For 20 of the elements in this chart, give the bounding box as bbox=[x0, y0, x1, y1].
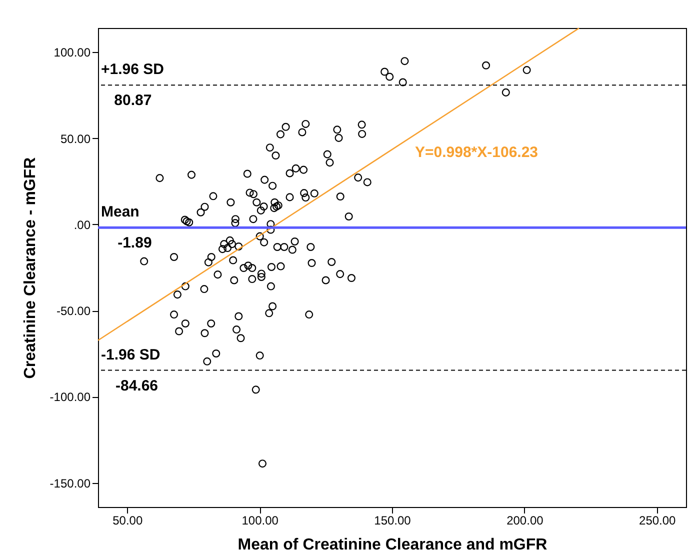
x-tick-label: 100.00 bbox=[242, 514, 279, 528]
y-tick-label: 100.00 bbox=[54, 46, 91, 60]
ref-line-label: +1.96 SD bbox=[101, 61, 164, 78]
y-tick-label: .00 bbox=[74, 218, 91, 232]
annotation: Y=0.998*X-106.23 bbox=[415, 144, 538, 161]
x-tick-label: 200.00 bbox=[506, 514, 544, 528]
y-axis-title: Creatinine Clearance - mGFR bbox=[22, 156, 39, 379]
ref-line-label: -1.96 SD bbox=[101, 346, 160, 364]
y-tick-label: -100.00 bbox=[50, 390, 91, 404]
ref-line-label: Mean bbox=[101, 204, 140, 221]
annotation: -1.89 bbox=[118, 234, 152, 252]
y-tick-label: 50.00 bbox=[60, 132, 91, 146]
y-tick-label: -150.00 bbox=[50, 476, 91, 490]
x-axis-title: Mean of Creatinine Clearance and mGFR bbox=[238, 536, 548, 554]
annotation: 80.87 bbox=[114, 92, 152, 110]
y-tick-label: -50.00 bbox=[56, 304, 91, 318]
x-tick-label: 150.00 bbox=[374, 514, 412, 528]
annotation: -84.66 bbox=[115, 377, 158, 394]
x-tick-label: 50.00 bbox=[112, 514, 143, 528]
x-tick-label: 250.00 bbox=[639, 514, 676, 528]
